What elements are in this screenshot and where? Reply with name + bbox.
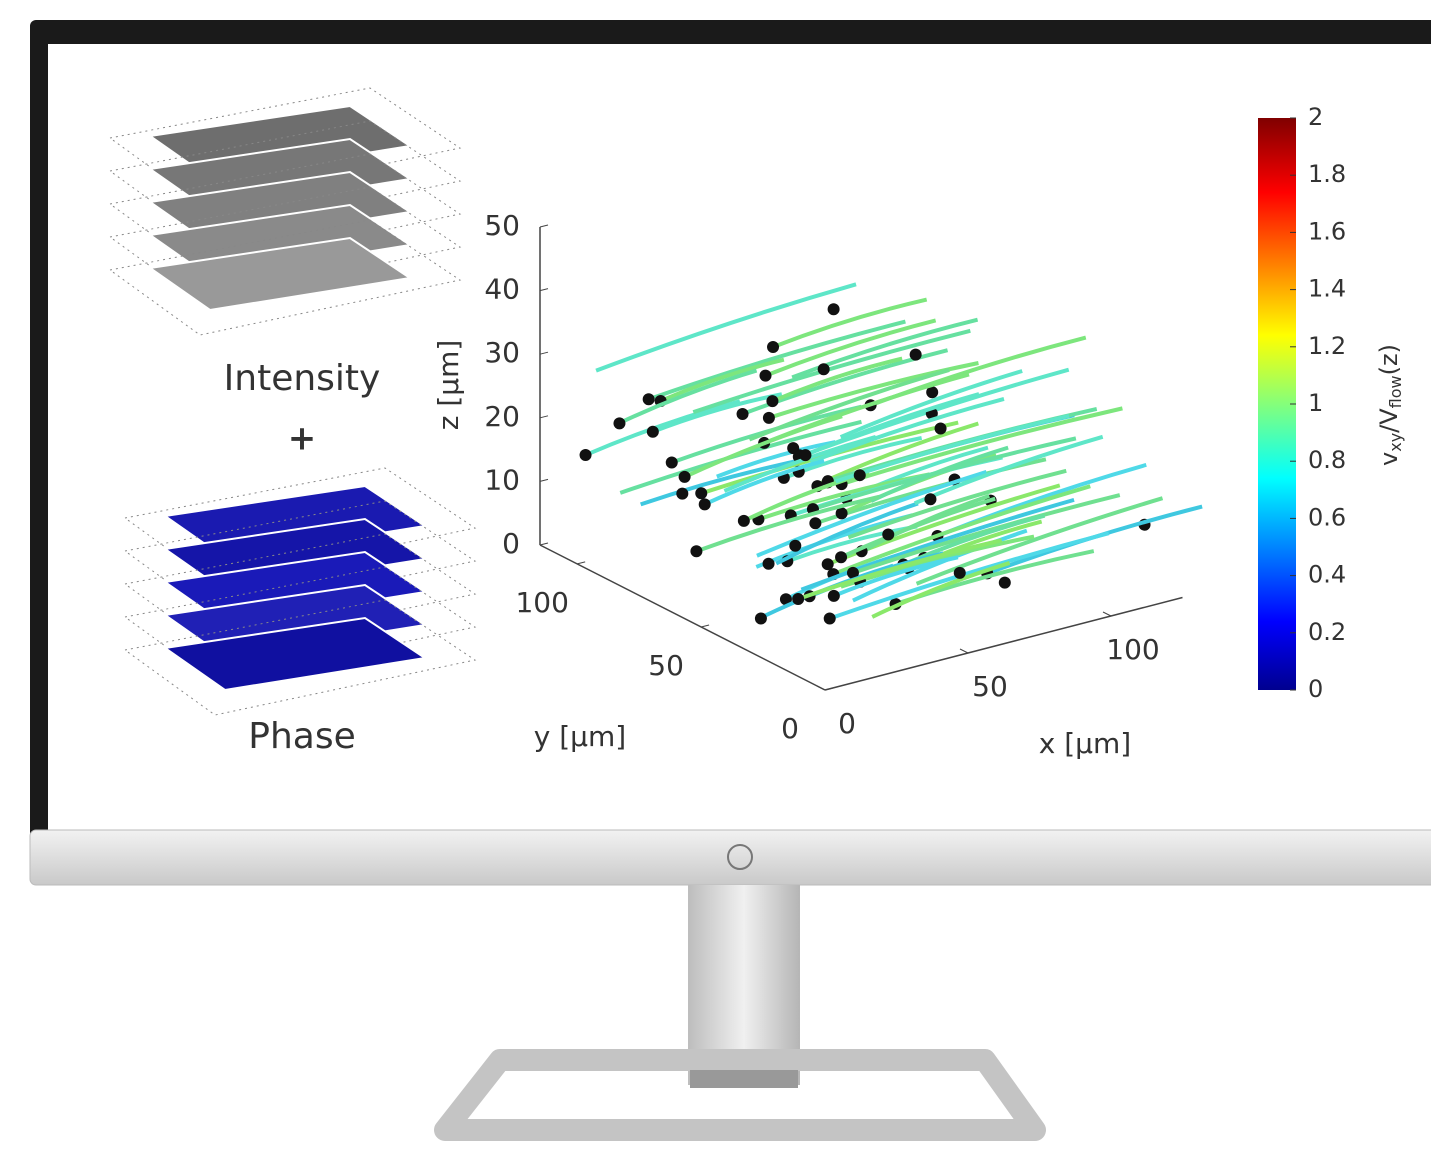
colorbar-tick-label: 2 <box>1308 103 1323 131</box>
plus: + <box>288 419 317 459</box>
particle <box>737 408 749 420</box>
particle <box>647 426 659 438</box>
particle <box>924 493 936 505</box>
particle <box>767 341 779 353</box>
colorbar-tick-label: 1.2 <box>1308 332 1346 360</box>
z-tick-label: 20 <box>484 400 520 433</box>
x-tick-label: 100 <box>1106 633 1159 666</box>
colorbar-label-part: flow <box>1386 375 1405 408</box>
y-axis-label: y [μm] <box>534 720 626 753</box>
particle <box>695 487 707 499</box>
y-tick-label: 50 <box>648 649 684 682</box>
particle <box>699 498 711 510</box>
colorbar-tick-label: 0.6 <box>1308 503 1346 531</box>
particle <box>760 370 772 382</box>
y-tick-label: 100 <box>515 586 568 619</box>
particle <box>836 507 848 519</box>
z-tick-label: 30 <box>484 336 520 369</box>
x-axis-label: x [μm] <box>1039 727 1131 760</box>
particle <box>679 471 691 483</box>
particle <box>910 349 922 361</box>
particle <box>835 551 847 563</box>
particle <box>824 613 836 625</box>
particle <box>828 303 840 315</box>
colorbar-tick-label: 0 <box>1308 675 1323 703</box>
particle <box>935 422 947 434</box>
particle <box>954 567 966 579</box>
colorbar-label-part: xy <box>1386 433 1405 452</box>
x-tick-label: 50 <box>972 670 1008 703</box>
particle <box>613 417 625 429</box>
colorbar-tick-label: 1.4 <box>1308 275 1346 303</box>
colorbar-tick-label: 0.4 <box>1308 561 1346 589</box>
chin <box>30 830 1431 885</box>
stand-joint <box>690 1070 798 1088</box>
particle <box>643 393 655 405</box>
particle <box>999 577 1011 589</box>
scene: Intensity + Phase 0102030405005010005010… <box>0 0 1431 1151</box>
particle <box>854 469 866 481</box>
particle <box>882 529 894 541</box>
particle <box>666 456 678 468</box>
particle <box>580 449 592 461</box>
colorbar-label-part: (z) <box>1375 344 1403 375</box>
phase-label: Phase <box>248 716 356 757</box>
particle <box>789 540 801 552</box>
particle <box>766 395 778 407</box>
z-tick-label: 10 <box>484 463 520 496</box>
particle <box>792 593 804 605</box>
particle <box>763 558 775 570</box>
colorbar-tick-label: 0.8 <box>1308 446 1346 474</box>
particle <box>818 363 830 375</box>
particle <box>809 517 821 529</box>
particle <box>676 488 688 500</box>
particle <box>738 515 750 527</box>
colorbar-label-part: v <box>1375 452 1403 466</box>
particle <box>763 412 775 424</box>
x-tick-label: 0 <box>838 707 856 740</box>
particle <box>755 612 767 624</box>
particle <box>799 449 811 461</box>
intensity-label: Intensity <box>224 358 381 399</box>
particle <box>690 545 702 557</box>
z-tick-label: 50 <box>484 209 520 242</box>
colorbar-tick-label: 1.6 <box>1308 217 1346 245</box>
colorbar-label-part: /V <box>1375 408 1403 433</box>
particle <box>828 590 840 602</box>
colorbar-tick-label: 1.8 <box>1308 160 1346 188</box>
colorbar-tick-label: 0.2 <box>1308 618 1346 646</box>
z-tick-label: 40 <box>484 273 520 306</box>
z-axis-label: z [μm] <box>432 340 465 431</box>
z-tick-label: 0 <box>502 527 520 560</box>
y-tick-label: 0 <box>781 712 799 745</box>
colorbar-tick-label: 1 <box>1308 389 1323 417</box>
